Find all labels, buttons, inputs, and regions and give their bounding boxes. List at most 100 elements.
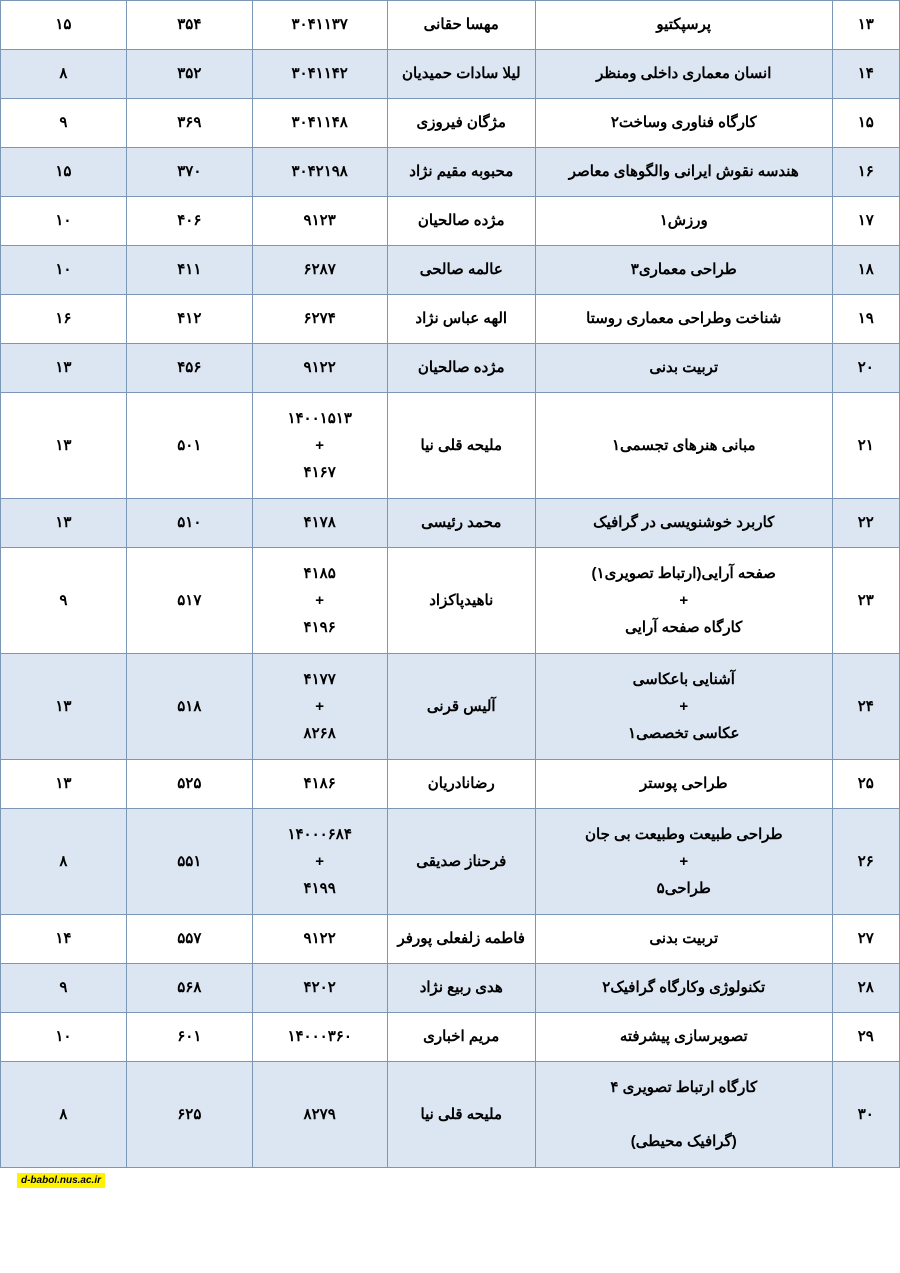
- cell-index: ۲۷: [832, 915, 899, 964]
- cell-instructor: ناهیدپاکزاد: [387, 548, 535, 654]
- cell-class: ۵۱۰: [126, 499, 252, 548]
- table-row: ۲۹تصویرسازی پیشرفتهمریم اخباری۱۴۰۰۰۳۶۰۶۰…: [1, 1013, 900, 1062]
- cell-instructor: مهسا حقانی: [387, 1, 535, 50]
- cell-course: طراحی معماری۳: [535, 246, 832, 295]
- cell-course: پرسپکتیو: [535, 1, 832, 50]
- cell-code: ۱۴۰۰۱۵۱۳+۴۱۶۷: [252, 393, 387, 499]
- cell-code: ۴۱۷۷+۸۲۶۸: [252, 654, 387, 760]
- cell-count: ۱۵: [1, 148, 127, 197]
- cell-instructor: فرحناز صدیقی: [387, 809, 535, 915]
- cell-class: ۶۰۱: [126, 1013, 252, 1062]
- cell-count: ۱۰: [1, 1013, 127, 1062]
- cell-index: ۲۴: [832, 654, 899, 760]
- cell-course: طراحی پوستر: [535, 760, 832, 809]
- cell-instructor: مژگان فیروزی: [387, 99, 535, 148]
- cell-class: ۳۷۰: [126, 148, 252, 197]
- cell-index: ۲۳: [832, 548, 899, 654]
- cell-index: ۱۴: [832, 50, 899, 99]
- table-row: ۲۸تکنولوژی وکارگاه گرافیک۲هدی ربیع نژاد۴…: [1, 964, 900, 1013]
- cell-code: ۴۲۰۲: [252, 964, 387, 1013]
- cell-code: ۹۱۲۳: [252, 197, 387, 246]
- cell-code: ۸۲۷۹: [252, 1062, 387, 1168]
- cell-class: ۵۱۸: [126, 654, 252, 760]
- cell-instructor: مژده صالحیان: [387, 344, 535, 393]
- cell-code: ۶۲۸۷: [252, 246, 387, 295]
- cell-course: هندسه نقوش ایرانی والگوهای معاصر: [535, 148, 832, 197]
- cell-count: ۹: [1, 964, 127, 1013]
- table-row: ۱۴انسان معماری داخلی ومنظرلیلا سادات حمی…: [1, 50, 900, 99]
- cell-code: ۴۱۸۶: [252, 760, 387, 809]
- cell-class: ۴۱۲: [126, 295, 252, 344]
- cell-index: ۲۶: [832, 809, 899, 915]
- cell-code: ۳۰۴۱۱۴۸: [252, 99, 387, 148]
- table-row: ۲۷تربیت بدنیفاطمه زلفعلی پورفر۹۱۲۲۵۵۷۱۴: [1, 915, 900, 964]
- cell-class: ۳۵۴: [126, 1, 252, 50]
- cell-count: ۱۵: [1, 1, 127, 50]
- cell-class: ۳۶۹: [126, 99, 252, 148]
- table-row: ۲۵طراحی پوستررضانادریان۴۱۸۶۵۲۵۱۳: [1, 760, 900, 809]
- cell-course: آشنایی باعکاسی+عکاسی تخصصی۱: [535, 654, 832, 760]
- cell-class: ۵۱۷: [126, 548, 252, 654]
- cell-class: ۵۵۷: [126, 915, 252, 964]
- cell-index: ۲۸: [832, 964, 899, 1013]
- cell-course: تصویرسازی پیشرفته: [535, 1013, 832, 1062]
- cell-course: تکنولوژی وکارگاه گرافیک۲: [535, 964, 832, 1013]
- cell-index: ۱۹: [832, 295, 899, 344]
- cell-instructor: ملیحه قلی نیا: [387, 393, 535, 499]
- cell-instructor: لیلا سادات حمیدیان: [387, 50, 535, 99]
- cell-code: ۹۱۲۲: [252, 344, 387, 393]
- cell-instructor: محمد رئیسی: [387, 499, 535, 548]
- cell-class: ۴۰۶: [126, 197, 252, 246]
- table-row: ۱۸طراحی معماری۳عالمه صالحی۶۲۸۷۴۱۱۱۰: [1, 246, 900, 295]
- table-row: ۲۰تربیت بدنیمژده صالحیان۹۱۲۲۴۵۶۱۳: [1, 344, 900, 393]
- cell-instructor: محبوبه مقیم نژاد: [387, 148, 535, 197]
- cell-class: ۶۲۵: [126, 1062, 252, 1168]
- cell-code: ۱۴۰۰۰۳۶۰: [252, 1013, 387, 1062]
- cell-course: ورزش۱: [535, 197, 832, 246]
- site-label: d-babol.nus.ac.ir: [17, 1173, 105, 1188]
- cell-index: ۱۳: [832, 1, 899, 50]
- cell-count: ۸: [1, 50, 127, 99]
- table-row: ۱۷ورزش۱مژده صالحیان۹۱۲۳۴۰۶۱۰: [1, 197, 900, 246]
- cell-instructor: هدی ربیع نژاد: [387, 964, 535, 1013]
- cell-count: ۱۰: [1, 197, 127, 246]
- cell-count: ۹: [1, 548, 127, 654]
- footer: d-babol.nus.ac.ir: [0, 1168, 900, 1188]
- table-row: ۱۶هندسه نقوش ایرانی والگوهای معاصرمحبوبه…: [1, 148, 900, 197]
- cell-code: ۹۱۲۲: [252, 915, 387, 964]
- cell-course: مبانی هنرهای تجسمی۱: [535, 393, 832, 499]
- cell-instructor: عالمه صالحی: [387, 246, 535, 295]
- cell-instructor: مژده صالحیان: [387, 197, 535, 246]
- cell-course: شناخت وطراحی معماری روستا: [535, 295, 832, 344]
- cell-course: انسان معماری داخلی ومنظر: [535, 50, 832, 99]
- cell-class: ۵۶۸: [126, 964, 252, 1013]
- cell-class: ۵۲۵: [126, 760, 252, 809]
- cell-index: ۲۱: [832, 393, 899, 499]
- cell-count: ۱۳: [1, 654, 127, 760]
- table-row: ۱۹شناخت وطراحی معماری روستاالهه عباس نژا…: [1, 295, 900, 344]
- cell-course: صفحه آرایی(ارتباط تصویری۱)+کارگاه صفحه آ…: [535, 548, 832, 654]
- cell-index: ۲۲: [832, 499, 899, 548]
- table-row: ۲۲کاربرد خوشنویسی در گرافیکمحمد رئیسی۴۱۷…: [1, 499, 900, 548]
- cell-course: کارگاه ارتباط تصویری ۴(گرافیک محیطی): [535, 1062, 832, 1168]
- table-row: ۲۶طراحی طبیعت وطبیعت بی جان+طراحی۵فرحناز…: [1, 809, 900, 915]
- cell-class: ۵۵۱: [126, 809, 252, 915]
- cell-instructor: الهه عباس نژاد: [387, 295, 535, 344]
- cell-code: ۶۲۷۴: [252, 295, 387, 344]
- cell-class: ۵۰۱: [126, 393, 252, 499]
- table-row: ۱۵کارگاه فناوری وساخت۲مژگان فیروزی۳۰۴۱۱۴…: [1, 99, 900, 148]
- cell-course: تربیت بدنی: [535, 915, 832, 964]
- cell-code: ۳۰۴۱۱۴۲: [252, 50, 387, 99]
- cell-count: ۱۶: [1, 295, 127, 344]
- cell-count: ۱۳: [1, 760, 127, 809]
- cell-count: ۸: [1, 809, 127, 915]
- cell-code: ۳۰۴۱۱۳۷: [252, 1, 387, 50]
- cell-count: ۹: [1, 99, 127, 148]
- cell-index: ۳۰: [832, 1062, 899, 1168]
- cell-instructor: رضانادریان: [387, 760, 535, 809]
- cell-count: ۸: [1, 1062, 127, 1168]
- cell-count: ۱۴: [1, 915, 127, 964]
- cell-course: طراحی طبیعت وطبیعت بی جان+طراحی۵: [535, 809, 832, 915]
- cell-index: ۱۸: [832, 246, 899, 295]
- cell-instructor: ملیحه قلی نیا: [387, 1062, 535, 1168]
